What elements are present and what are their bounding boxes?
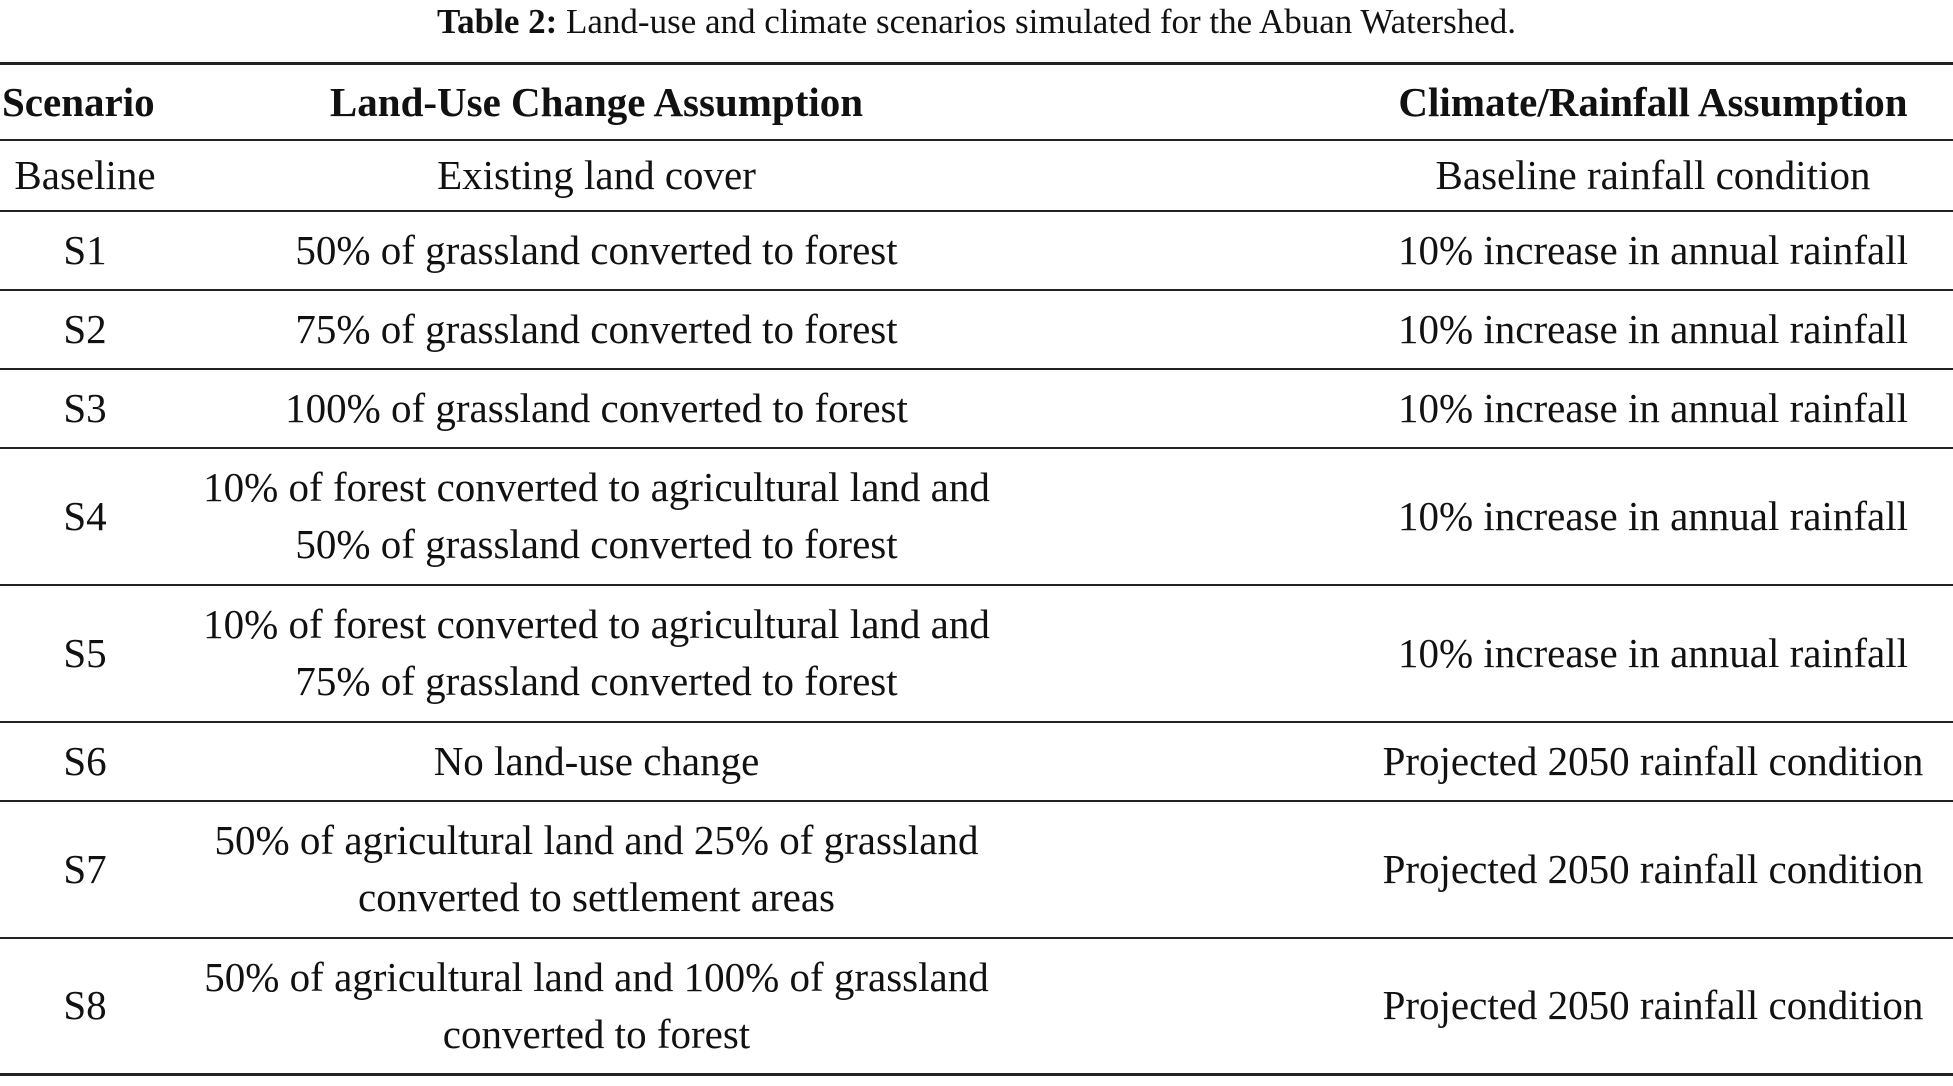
table-row: S7 50% of agricultural land and 25% of g…	[0, 801, 1953, 938]
cell-climate: 10% increase in annual rainfall	[1398, 226, 1908, 273]
table-caption: Table 2: Land-use and climate scenarios …	[0, 0, 1953, 48]
table-row: S3 100% of grassland converted to forest…	[0, 369, 1953, 448]
land-use-text: 50% of agricultural land and 100% of gra…	[204, 953, 989, 1057]
land-use-text: 100% of grassland converted to forest	[285, 384, 908, 431]
table-header-row: Scenario Land-Use Change Assumption Clim…	[0, 63, 1953, 140]
table-row: S2 75% of grassland converted to forest …	[0, 290, 1953, 369]
cell-scenario: S5	[63, 629, 107, 676]
cell-land-use: 10% of forest converted to agricultural …	[170, 585, 1353, 722]
cell-climate: Projected 2050 rainfall condition	[1382, 845, 1924, 892]
cell-scenario: S7	[63, 845, 107, 892]
cell-scenario: Baseline	[14, 151, 156, 198]
cell-climate: 10% increase in annual rainfall	[1398, 492, 1908, 539]
land-use-text: 10% of forest converted to agricultural …	[203, 601, 990, 704]
cell-land-use: 50% of agricultural land and 25% of gras…	[170, 801, 1353, 938]
table-row: S4 10% of forest converted to agricultur…	[0, 448, 1953, 585]
table-row: S6 No land-use change Projected 2050 rai…	[0, 722, 1953, 801]
cell-land-use: Existing land cover	[170, 140, 1353, 211]
land-use-text: 75% of grassland converted to forest	[295, 305, 898, 352]
scenario-table: Scenario Land-Use Change Assumption Clim…	[0, 62, 1953, 1076]
land-use-text: 50% of grassland converted to forest	[295, 226, 898, 273]
header-scenario: Scenario	[2, 78, 155, 125]
cell-land-use: 75% of grassland converted to forest	[170, 290, 1353, 369]
cell-scenario: S6	[63, 737, 107, 784]
cell-climate: 10% increase in annual rainfall	[1398, 629, 1908, 676]
land-use-text: No land-use change	[433, 737, 760, 784]
header-land-use: Land-Use Change Assumption	[329, 78, 864, 125]
cell-land-use: 50% of agricultural land and 100% of gra…	[170, 938, 1353, 1075]
land-use-text: Existing land cover	[437, 151, 756, 198]
cell-scenario: S8	[63, 982, 107, 1029]
cell-scenario: S1	[63, 226, 107, 273]
cell-scenario: S2	[63, 305, 107, 352]
caption-text: Land-use and climate scenarios simulated…	[566, 2, 1516, 41]
cell-climate: 10% increase in annual rainfall	[1398, 305, 1908, 352]
table-row: S1 50% of grassland converted to forest …	[0, 211, 1953, 290]
cell-land-use: 100% of grassland converted to forest	[170, 369, 1353, 448]
table-row: S8 50% of agricultural land and 100% of …	[0, 938, 1953, 1075]
land-use-text: 10% of forest converted to agricultural …	[203, 464, 990, 567]
cell-climate: Projected 2050 rainfall condition	[1382, 982, 1924, 1029]
cell-climate: Baseline rainfall condition	[1435, 151, 1871, 198]
cell-climate: 10% increase in annual rainfall	[1398, 384, 1908, 431]
header-climate: Climate/Rainfall Assumption	[1398, 78, 1908, 125]
cell-land-use: 50% of grassland converted to forest	[170, 211, 1353, 290]
land-use-text: 50% of agricultural land and 25% of gras…	[214, 817, 979, 920]
caption-label: Table 2:	[437, 2, 558, 41]
cell-land-use: No land-use change	[170, 722, 1353, 801]
table-row: Baseline Existing land cover Baseline ra…	[0, 140, 1953, 211]
cell-scenario: S3	[63, 384, 107, 431]
cell-land-use: 10% of forest converted to agricultural …	[170, 448, 1353, 585]
table-row: S5 10% of forest converted to agricultur…	[0, 585, 1953, 722]
cell-climate: Projected 2050 rainfall condition	[1382, 737, 1924, 784]
cell-scenario: S4	[63, 492, 107, 539]
